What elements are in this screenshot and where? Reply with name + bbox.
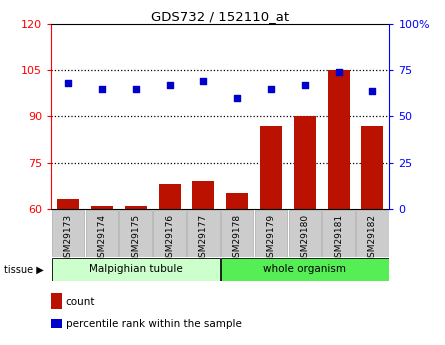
Point — [166, 82, 173, 88]
Bar — [192, 181, 214, 209]
Point — [267, 86, 275, 91]
Text: GSM29178: GSM29178 — [233, 214, 242, 263]
Bar — [260, 126, 282, 209]
Bar — [361, 126, 384, 209]
Text: Malpighian tubule: Malpighian tubule — [89, 265, 182, 274]
Point — [200, 79, 207, 84]
Bar — [328, 70, 350, 209]
Bar — [52, 258, 219, 281]
Text: GSM29173: GSM29173 — [64, 214, 73, 263]
Point — [234, 95, 241, 101]
Point — [98, 86, 105, 91]
Bar — [154, 210, 186, 257]
Bar — [221, 210, 253, 257]
Bar — [226, 193, 248, 209]
Point — [132, 86, 139, 91]
Bar — [52, 210, 84, 257]
Bar — [91, 206, 113, 209]
Text: GSM29175: GSM29175 — [131, 214, 140, 263]
Point — [301, 82, 308, 88]
Text: GSM29177: GSM29177 — [199, 214, 208, 263]
Bar — [120, 210, 152, 257]
Bar — [255, 210, 287, 257]
Bar — [187, 210, 219, 257]
Text: tissue ▶: tissue ▶ — [4, 265, 44, 275]
Text: GSM29179: GSM29179 — [267, 214, 275, 263]
Text: GSM29174: GSM29174 — [97, 214, 106, 263]
Bar — [221, 258, 388, 281]
Text: GSM29182: GSM29182 — [368, 214, 377, 263]
Bar — [125, 206, 147, 209]
Point — [65, 80, 72, 86]
Bar — [294, 117, 316, 209]
Bar — [289, 210, 321, 257]
Bar — [158, 184, 181, 209]
Point — [335, 69, 342, 75]
Bar — [57, 199, 79, 209]
Text: GSM29181: GSM29181 — [334, 214, 343, 263]
Bar — [356, 210, 388, 257]
Text: whole organism: whole organism — [263, 265, 346, 274]
Bar — [86, 210, 118, 257]
Text: count: count — [66, 297, 95, 307]
Text: GSM29176: GSM29176 — [165, 214, 174, 263]
Bar — [323, 210, 355, 257]
Point — [369, 88, 376, 93]
Title: GDS732 / 152110_at: GDS732 / 152110_at — [151, 10, 289, 23]
Text: GSM29180: GSM29180 — [300, 214, 309, 263]
Text: percentile rank within the sample: percentile rank within the sample — [66, 319, 242, 328]
